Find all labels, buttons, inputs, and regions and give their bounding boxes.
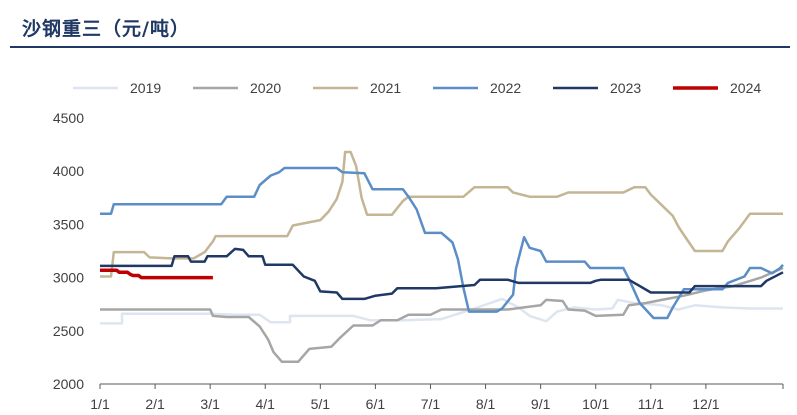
y-tick-label: 4500 (53, 110, 84, 126)
y-tick-label: 3500 (53, 216, 84, 232)
chart-title: 沙钢重三（元/吨） (22, 18, 190, 40)
x-tick-label: 12/1 (692, 396, 719, 412)
x-tick-label: 10/1 (582, 396, 609, 412)
x-tick-label: 8/1 (476, 396, 496, 412)
x-tick-label: 11/1 (638, 396, 664, 412)
legend-label-2022: 2022 (490, 80, 521, 96)
x-tick-label: 9/1 (531, 396, 551, 412)
x-tick-label: 3/1 (200, 396, 220, 412)
legend-label-2020: 2020 (250, 80, 281, 96)
legend-label-2023: 2023 (610, 80, 641, 96)
y-tick-label: 2500 (53, 323, 84, 339)
series-line-2019 (100, 297, 783, 325)
x-tick-label: 5/1 (311, 396, 331, 412)
y-tick-label: 3000 (53, 270, 84, 286)
legend-label-2019: 2019 (130, 80, 161, 96)
series-line-2024 (100, 268, 213, 280)
plot-area (100, 150, 784, 363)
series-line-2022 (100, 166, 784, 320)
y-tick-label: 4000 (53, 163, 84, 179)
x-tick-label: 6/1 (366, 396, 386, 412)
title-underline (10, 46, 790, 48)
y-tick-label: 2000 (53, 376, 84, 392)
x-tick-label: 7/1 (421, 396, 441, 412)
legend-label-2021: 2021 (370, 80, 401, 96)
x-tick-label: 2/1 (145, 396, 165, 412)
x-tick-label: 1/1 (90, 396, 110, 412)
legend: 2019 2020 2021 2022 2023 2024 (73, 80, 761, 96)
series-line-2021 (100, 150, 783, 278)
series-line-2023 (100, 247, 784, 301)
x-tick-label: 4/1 (256, 396, 276, 412)
legend-label-2024: 2024 (730, 80, 761, 96)
axes: 2000 2500 3000 3500 4000 4500 1/1 2/1 3/1 4/1 5/1 6… (53, 110, 784, 412)
